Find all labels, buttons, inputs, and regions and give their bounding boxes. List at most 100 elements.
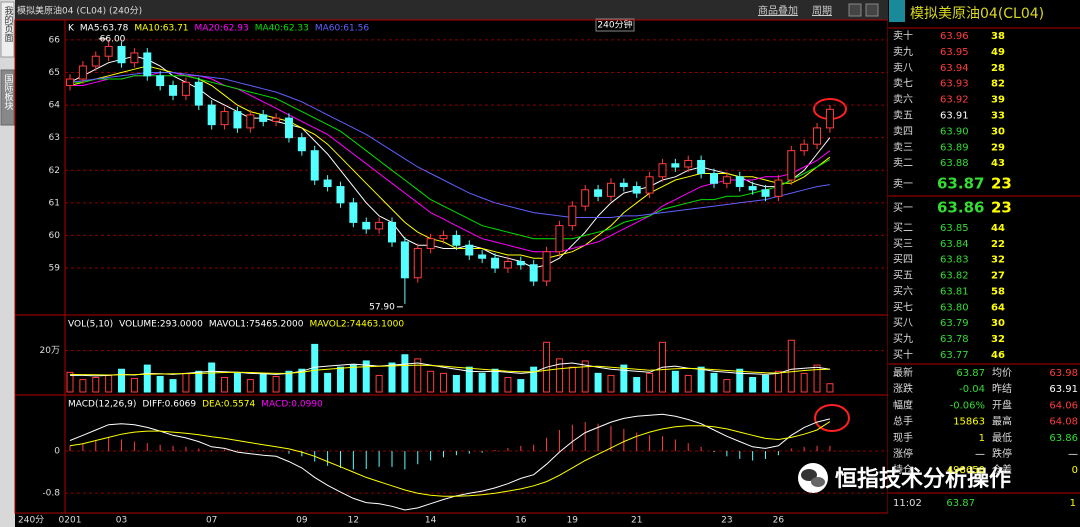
volume-bar bbox=[452, 374, 460, 393]
book-qty: 38 bbox=[991, 31, 1005, 42]
volume-bar bbox=[633, 377, 641, 393]
book-qty: 43 bbox=[991, 158, 1005, 169]
volume-bar bbox=[762, 374, 770, 393]
volume-bar bbox=[620, 364, 628, 393]
candle-body bbox=[632, 186, 641, 194]
candle-body bbox=[748, 186, 757, 191]
candle-body bbox=[323, 179, 332, 188]
candle-body bbox=[400, 241, 409, 279]
book-qty: 64 bbox=[991, 302, 1005, 313]
candle-body bbox=[233, 111, 242, 129]
indicator-line bbox=[69, 413, 831, 511]
x-tick-label: 19 bbox=[567, 516, 579, 526]
watermark-icon-bubble bbox=[801, 469, 817, 481]
book-price: 63.81 bbox=[940, 286, 969, 297]
volume-bar bbox=[246, 379, 254, 393]
indicator-label: MACD:0.0990 bbox=[261, 400, 323, 410]
volume-bar bbox=[118, 368, 126, 393]
x-axis-label: 240分 bbox=[18, 515, 44, 526]
volume-bar bbox=[92, 377, 100, 393]
stat-label: 现手 bbox=[893, 431, 913, 444]
sidebar-tab[interactable] bbox=[0, 69, 15, 126]
period-button[interactable]: 周期 bbox=[812, 5, 832, 17]
book-label: 卖十 bbox=[893, 29, 913, 42]
stat-value: 64.08 bbox=[1049, 417, 1078, 428]
y-tick-label: 63 bbox=[49, 133, 60, 143]
book-price: 63.82 bbox=[940, 271, 969, 282]
candle-body bbox=[194, 81, 203, 106]
volume-bar bbox=[285, 370, 293, 393]
book-label: 买七 bbox=[893, 301, 913, 313]
candle-body bbox=[658, 163, 667, 178]
volume-bar bbox=[826, 383, 834, 393]
candle-body bbox=[684, 159, 693, 168]
book-label: 买十 bbox=[893, 348, 913, 361]
stat-value: 0 bbox=[1072, 465, 1078, 476]
y-tick-label: 64 bbox=[49, 101, 61, 111]
volume-bar bbox=[504, 377, 512, 393]
y-tick-label: 61 bbox=[49, 198, 60, 208]
candle-body bbox=[413, 247, 422, 279]
minimize-button[interactable] bbox=[848, 3, 862, 17]
candle-body bbox=[104, 45, 113, 57]
book-price: 63.87 bbox=[937, 175, 984, 193]
stat-value: 63.87 bbox=[956, 368, 985, 379]
stat-label: 幅度 bbox=[893, 398, 913, 411]
candle-body bbox=[774, 179, 783, 197]
candle-body bbox=[491, 257, 500, 269]
x-tick-label: 07 bbox=[206, 516, 217, 526]
candle-body bbox=[375, 221, 384, 230]
stat-label: 昨结 bbox=[992, 382, 1012, 395]
volume-bar bbox=[259, 373, 267, 393]
stat-value: — bbox=[975, 449, 985, 460]
book-qty: 23 bbox=[991, 175, 1012, 193]
volume-bar bbox=[723, 379, 731, 393]
volume-bar bbox=[298, 368, 306, 393]
close-button[interactable] bbox=[865, 3, 879, 17]
overlay-button[interactable]: 商品叠加 bbox=[758, 4, 798, 17]
candle-body bbox=[91, 55, 100, 67]
sidebar-tab[interactable] bbox=[0, 1, 15, 58]
x-tick-label: 14 bbox=[425, 516, 437, 526]
volume-bar bbox=[182, 372, 190, 393]
volume-bar bbox=[336, 366, 344, 393]
candle-body bbox=[606, 182, 615, 197]
candle-body bbox=[529, 264, 538, 282]
candle-body bbox=[825, 108, 834, 129]
book-qty: 30 bbox=[991, 126, 1005, 137]
watermark-icon-bubble bbox=[811, 477, 825, 487]
volume-bar bbox=[272, 375, 280, 393]
indicator-label: MAVOL2:74463.1000 bbox=[309, 320, 404, 330]
stat-label: 均价 bbox=[992, 367, 1012, 379]
quote-badge bbox=[889, 0, 905, 22]
book-price: 63.96 bbox=[940, 31, 969, 42]
x-tick-label: 0201 bbox=[59, 516, 82, 526]
x-tick-label: 12 bbox=[348, 516, 359, 526]
quote-title: 模拟美原油04(CL04) bbox=[910, 6, 1044, 22]
trade-price: 63.87 bbox=[946, 498, 975, 509]
candle-body bbox=[542, 251, 551, 282]
y-tick-label: 60 bbox=[49, 231, 61, 241]
indicator-label: DIFF:0.6069 bbox=[142, 400, 196, 410]
book-price: 63.79 bbox=[940, 318, 969, 329]
candle-body bbox=[710, 173, 718, 184]
book-qty: 46 bbox=[991, 350, 1005, 361]
volume-bar bbox=[594, 372, 602, 393]
volume-bar bbox=[401, 354, 409, 393]
book-label: 卖六 bbox=[893, 94, 913, 106]
candle-body bbox=[581, 189, 590, 207]
volume-bar bbox=[813, 364, 821, 393]
sidebar-tab-label: 我的页面 bbox=[3, 6, 14, 43]
candle-body bbox=[594, 189, 603, 197]
book-price: 63.90 bbox=[940, 126, 969, 137]
candle-body bbox=[426, 238, 435, 249]
stat-label: 涨停 bbox=[893, 447, 913, 460]
volume-bar bbox=[465, 366, 473, 393]
x-tick-label: 09 bbox=[296, 516, 308, 526]
book-qty: 23 bbox=[991, 199, 1012, 217]
book-price: 63.95 bbox=[940, 47, 969, 58]
candle-body bbox=[66, 78, 74, 87]
volume-bar bbox=[169, 379, 177, 393]
book-label: 买六 bbox=[893, 285, 913, 297]
indicator-label: MA5:63.78 bbox=[80, 24, 129, 34]
